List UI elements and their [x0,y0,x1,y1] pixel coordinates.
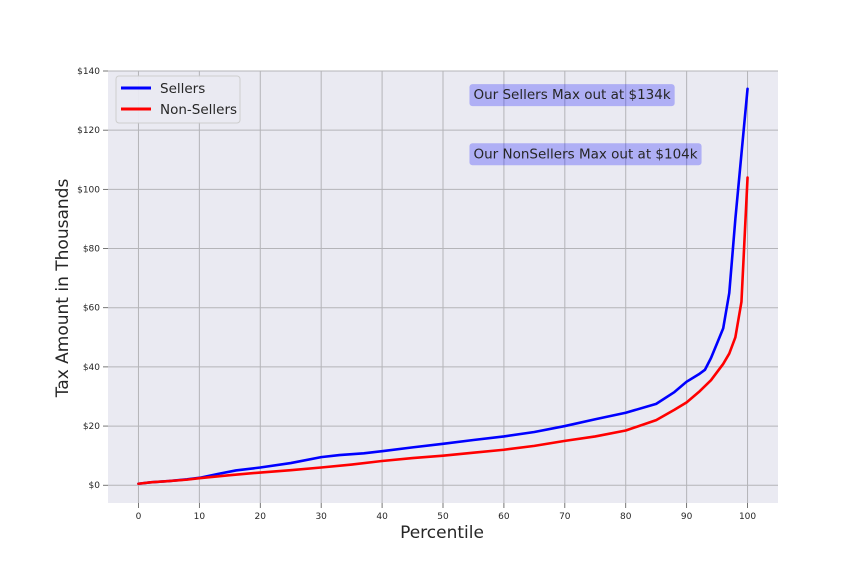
x-tick-label: 80 [620,512,632,522]
y-tick-label: $40 [83,363,100,373]
legend-label-non-sellers: Non-Sellers [160,102,237,118]
x-tick-label: 10 [194,512,206,522]
series-lines [137,87,749,486]
legend: Sellers Non-Sellers [115,75,241,124]
y-tick-label: $20 [83,422,100,432]
x-tick-label: 0 [136,512,142,522]
annotation-box [469,143,702,166]
x-axis-ticks: 0 10 20 30 40 50 60 70 80 90 100 [136,503,756,522]
x-tick-label: 50 [437,512,449,522]
legend-label-sellers: Sellers [160,81,205,97]
annotation-1: Our Sellers Max out at $134k [469,84,675,107]
y-tick-label: $120 [77,126,100,136]
series-line-sellers [137,87,749,486]
annotations: Our Sellers Max out at $134k Our NonSelle… [469,84,702,166]
series-line-non-sellers [137,176,749,486]
annotation-text: Our Sellers Max out at $134k [473,87,670,103]
x-tick-label: 90 [681,512,693,522]
annotation-text: Our NonSellers Max out at $104k [473,146,697,162]
y-tick-label: $60 [83,304,100,314]
y-axis-label: Tax Amount in Thousands [53,179,73,399]
x-axis-label: Percentile [400,523,484,543]
y-tick-label: $140 [77,67,100,77]
annotation-2: Our NonSellers Max out at $104k [469,143,702,166]
x-tick-label: 70 [559,512,571,522]
y-tick-label: $100 [77,185,100,195]
y-tick-label: $80 [83,245,100,255]
y-axis-ticks: $0 $20 $40 $60 $80 $100 $120 $140 [77,67,108,491]
y-tick-label: $0 [89,481,101,491]
x-tick-label: 40 [376,512,388,522]
x-tick-label: 100 [739,512,756,522]
grid-lines [108,70,778,503]
annotation-box [469,84,675,107]
x-tick-label: 20 [255,512,267,522]
x-tick-label: 60 [498,512,510,522]
x-tick-label: 30 [315,512,327,522]
